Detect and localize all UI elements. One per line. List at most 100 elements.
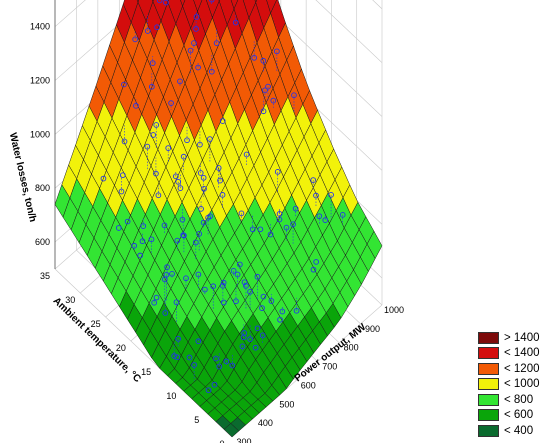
data-point (239, 343, 246, 350)
data-point (213, 40, 220, 46)
data-point (259, 332, 266, 339)
data-point (216, 363, 223, 370)
surface-cell (223, 423, 240, 438)
data-point (148, 236, 155, 243)
data-point (153, 294, 160, 301)
data-point (241, 279, 248, 286)
data-point (169, 271, 175, 277)
legend-label: < 1400 (504, 347, 540, 360)
data-point (197, 141, 203, 148)
data-point (268, 298, 275, 304)
data-point (310, 266, 317, 273)
legend-item: < 1200 (478, 361, 548, 377)
y-tick-label: 10 (166, 391, 176, 401)
data-point (133, 102, 139, 109)
data-point (121, 138, 128, 145)
data-point (220, 282, 226, 289)
data-point (259, 305, 265, 311)
data-point (277, 316, 283, 323)
data-point (220, 279, 227, 286)
data-point (180, 232, 187, 238)
data-point (230, 268, 237, 274)
legend-item: < 1400 (478, 346, 548, 362)
data-point (208, 68, 215, 75)
data-point (137, 252, 144, 259)
data-point (173, 299, 180, 306)
data-point (238, 210, 245, 217)
data-point (175, 178, 182, 185)
data-point (193, 26, 199, 32)
data-point (162, 310, 169, 316)
data-point (195, 338, 202, 345)
data-point (217, 177, 223, 184)
data-point (164, 264, 170, 270)
data-point (219, 192, 226, 198)
data-point (195, 64, 201, 71)
data-point (240, 334, 247, 341)
data-point (265, 83, 271, 90)
data-point (150, 132, 157, 138)
data-point (174, 354, 181, 361)
data-point (121, 81, 127, 88)
data-point (243, 282, 249, 289)
data-point (247, 336, 253, 342)
legend-label: < 800 (504, 393, 534, 406)
data-point (131, 242, 138, 249)
data-point (270, 97, 277, 104)
legend-item: < 600 (478, 408, 548, 424)
data-point (283, 224, 290, 231)
data-point (290, 221, 296, 228)
z-tick-label: 1200 (30, 76, 50, 86)
data-point (260, 293, 267, 300)
surface-mesh (54, 0, 383, 438)
x-tick-label: 600 (301, 380, 316, 390)
data-point (174, 237, 181, 244)
legend-swatch (478, 393, 499, 406)
axis-ticks: 6008001000120014001600180005101520253035… (30, 22, 404, 443)
legend-swatch (478, 347, 499, 360)
legend-item: > 1400 (478, 330, 548, 346)
data-point (115, 225, 122, 231)
data-point (156, 0, 163, 4)
data-point (201, 185, 207, 192)
data-point (291, 92, 297, 99)
data-point (140, 223, 147, 229)
data-point (168, 100, 174, 106)
data-point (175, 336, 182, 342)
z-axis-label: Water losses, ton/h (7, 132, 38, 223)
data-point (171, 353, 178, 359)
data-point (276, 211, 283, 217)
y-tick-label: 25 (91, 319, 101, 329)
data-point (328, 191, 334, 198)
data-point (148, 83, 155, 90)
data-point (251, 54, 258, 61)
data-point (254, 273, 261, 280)
data-point (177, 78, 183, 85)
data-point (163, 0, 169, 6)
data-point (205, 387, 212, 394)
legend-item: < 1000 (478, 377, 548, 393)
data-point (243, 151, 250, 158)
data-point (172, 173, 179, 180)
x-tick-label: 300 (236, 437, 251, 443)
data-point (229, 362, 236, 369)
surface-cell (230, 0, 239, 10)
x-tick-label: 500 (279, 399, 294, 409)
legend-label: < 1000 (504, 378, 540, 391)
legend-swatch (478, 424, 499, 437)
data-point (322, 217, 329, 223)
data-point (279, 308, 286, 315)
data-point (191, 40, 197, 46)
data-point (153, 170, 159, 177)
data-point (183, 275, 189, 282)
data-point (260, 57, 267, 64)
data-point (223, 358, 230, 365)
grid-line (54, 0, 86, 27)
data-point (165, 145, 172, 151)
data-points (100, 0, 346, 394)
data-point (234, 271, 241, 278)
data-point (310, 177, 317, 183)
legend-swatch (478, 362, 499, 375)
